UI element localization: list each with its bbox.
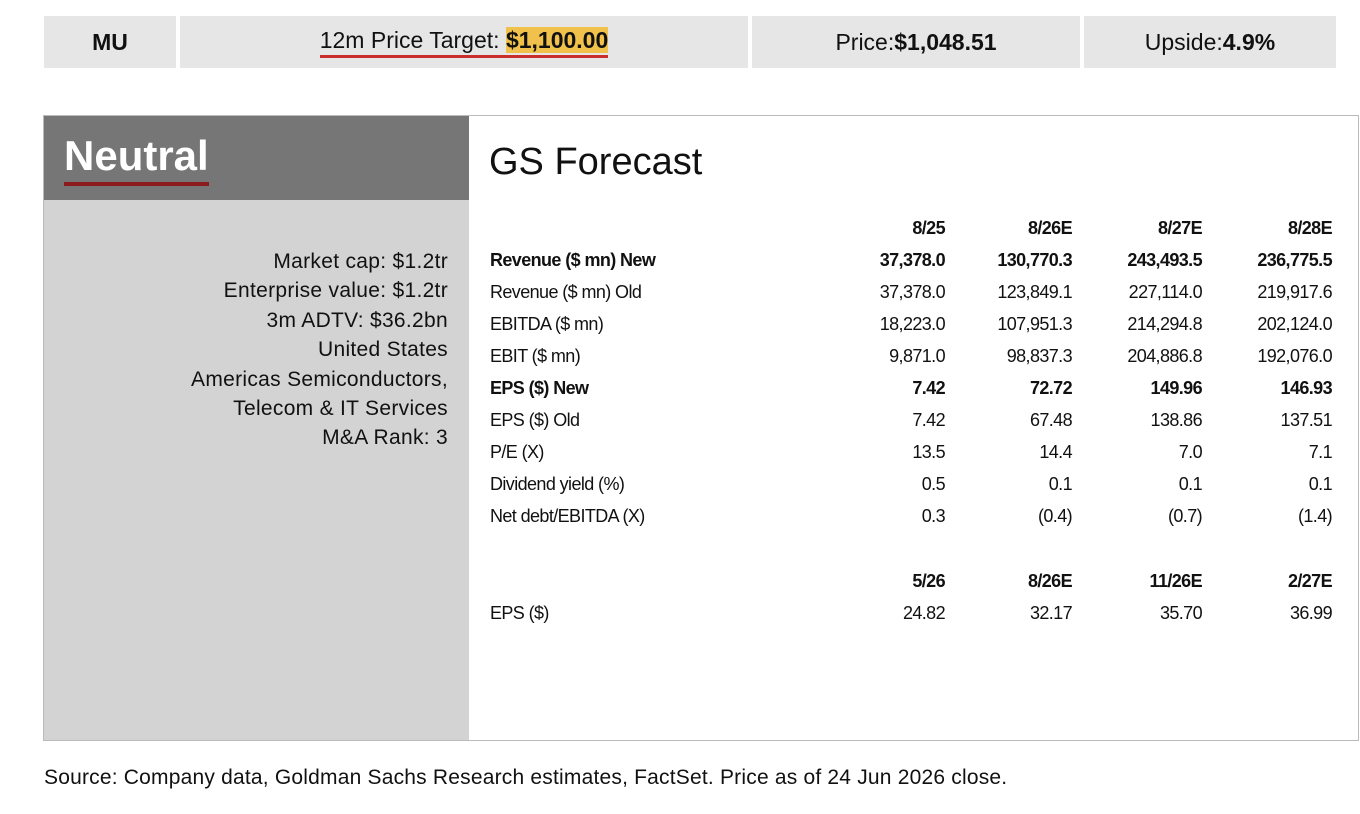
price: Price: $1,048.51 xyxy=(752,16,1080,68)
rating-box xyxy=(44,116,469,200)
rating: Neutral xyxy=(64,130,209,186)
cell-value: 123,849.1 xyxy=(997,282,1072,302)
cell-value: 138.86 xyxy=(1150,410,1203,430)
row-label: P/E (X) xyxy=(490,442,544,462)
cell-value: 7.42 xyxy=(912,410,945,430)
cell-value: (0.4) xyxy=(1037,506,1073,526)
cell-value: 7.1 xyxy=(1308,442,1333,462)
cell-value: 14.4 xyxy=(1039,442,1072,462)
column-header: 8/26E xyxy=(1027,571,1073,591)
row-label: EPS ($) xyxy=(490,603,549,623)
cell-value: 36.99 xyxy=(1289,603,1333,623)
column-header: 8/28E xyxy=(1287,218,1333,238)
column-header: 8/27E xyxy=(1157,218,1203,238)
cell-value: 227,114.0 xyxy=(1128,282,1203,302)
row-label: Dividend yield (%) xyxy=(490,474,625,494)
row-label: EPS ($) New xyxy=(490,378,589,398)
cell-value: 32.17 xyxy=(1029,603,1073,623)
cell-value: 243,493.5 xyxy=(1127,250,1202,270)
detail-line: United States xyxy=(318,338,448,362)
cell-value: 0.1 xyxy=(1178,474,1203,494)
forecast-title: GS Forecast xyxy=(489,141,703,183)
cell-value: 219,917.6 xyxy=(1257,282,1332,302)
cell-value: 98,837.3 xyxy=(1006,346,1073,366)
cell-value: 24.82 xyxy=(902,603,946,623)
row-label: Net debt/EBITDA (X) xyxy=(490,506,645,526)
detail-line: 3m ADTV: $36.2bn xyxy=(266,308,448,332)
cell-value: 37,378.0 xyxy=(879,250,946,270)
cell-value: 0.1 xyxy=(1048,474,1073,494)
cell-value: 214,294.8 xyxy=(1127,314,1202,334)
column-header: 11/26E xyxy=(1149,571,1203,591)
cell-value: 7.42 xyxy=(912,378,945,398)
cell-value: 137.51 xyxy=(1280,410,1333,430)
price-target-label: 12m Price Target: xyxy=(319,26,500,53)
row-label: Revenue ($ mn) Old xyxy=(490,282,642,302)
cell-value: (0.7) xyxy=(1167,506,1203,526)
left-panel xyxy=(44,116,469,740)
row-label: EBIT ($ mn) xyxy=(490,346,581,366)
price-label: Price: xyxy=(835,28,895,55)
ticker: MU xyxy=(44,16,176,68)
source: Source: Company data, Goldman Sachs Rese… xyxy=(44,766,1008,789)
price-value: $1,048.51 xyxy=(894,28,997,55)
column-header: 8/26E xyxy=(1027,218,1073,238)
cell-value: 72.72 xyxy=(1029,378,1073,398)
cell-value: 192,076.0 xyxy=(1257,346,1332,366)
price-target-wrap: 12m Price Target: $1,100.00 xyxy=(319,26,609,58)
cell-value: 0.3 xyxy=(921,506,946,526)
cell-value: 13.5 xyxy=(912,442,945,462)
price-target: 12m Price Target: $1,100.00 xyxy=(180,16,748,68)
row-label: Revenue ($ mn) New xyxy=(490,250,656,270)
detail-line: M&A Rank: 3 xyxy=(322,426,448,450)
row-label: EPS ($) Old xyxy=(490,410,580,430)
detail-line: Enterprise value: $1.2tr xyxy=(223,279,448,303)
cell-value: 204,886.8 xyxy=(1127,346,1202,366)
cell-value: 35.70 xyxy=(1159,603,1203,623)
cell-value: 0.5 xyxy=(921,474,946,494)
cell-value: 146.93 xyxy=(1280,378,1333,398)
upside-label: Upside: xyxy=(1144,28,1223,55)
cell-value: 7.0 xyxy=(1178,442,1203,462)
detail-line: Market cap: $1.2tr xyxy=(273,250,448,273)
column-header: 8/25 xyxy=(912,218,945,238)
cell-value: (1.4) xyxy=(1297,506,1333,526)
cell-value: 18,223.0 xyxy=(879,314,946,334)
cell-value: 149.96 xyxy=(1150,378,1203,398)
row-label: EBITDA ($ mn) xyxy=(490,314,604,334)
detail-line: Americas Semiconductors, xyxy=(191,367,448,391)
cell-value: 67.48 xyxy=(1029,410,1073,430)
cell-value: 202,124.0 xyxy=(1257,314,1332,334)
column-header: 2/27E xyxy=(1287,571,1333,591)
detail-line: Telecom & IT Services xyxy=(233,397,448,420)
cell-value: 130,770.3 xyxy=(997,250,1072,270)
cell-value: 107,951.3 xyxy=(997,314,1072,334)
cell-value: 236,775.5 xyxy=(1257,250,1332,270)
cell-value: 0.1 xyxy=(1308,474,1333,494)
cell-value: 37,378.0 xyxy=(879,282,946,302)
upside: Upside: 4.9% xyxy=(1084,16,1336,68)
cell-value: 9,871.0 xyxy=(889,346,945,366)
column-header: 5/26 xyxy=(912,571,945,591)
upside-value: 4.9% xyxy=(1222,28,1276,55)
price-target-value: $1,100.00 xyxy=(505,26,609,53)
